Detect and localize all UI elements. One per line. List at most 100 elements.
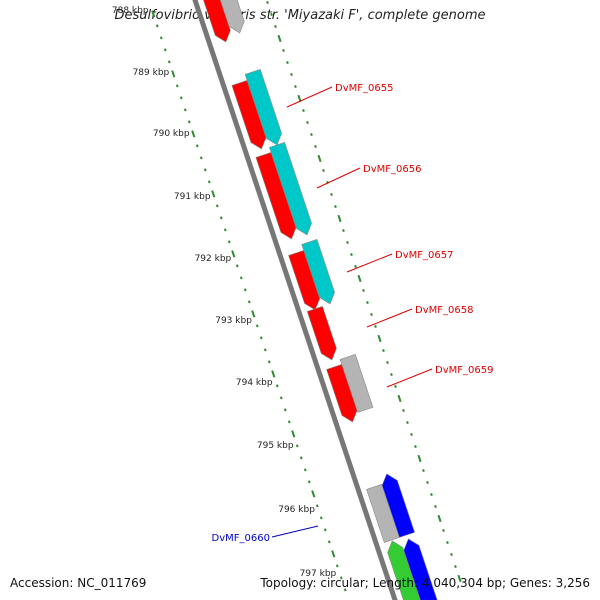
ruler-tick [211, 190, 216, 198]
gene-arrow [219, 0, 245, 34]
gene-arrow [403, 538, 438, 600]
ruler-tick [290, 72, 293, 76]
gene-arrow [244, 68, 282, 146]
ruler-tick [235, 264, 239, 268]
gene-arrow [381, 473, 415, 538]
ruler-tick [422, 468, 425, 472]
ruler-tick [167, 60, 171, 64]
gene-arrow [288, 250, 321, 311]
ruler-tick [454, 564, 457, 568]
ruler-tick [255, 324, 259, 328]
ruler-tick [386, 360, 389, 364]
ruler-tick [330, 192, 333, 196]
ruler-tick [183, 108, 187, 112]
ruler-tick [277, 34, 282, 43]
ruler-tick [195, 144, 199, 148]
ruler-tick [322, 168, 325, 172]
ruler-tick [374, 324, 377, 328]
ruler-tick [394, 384, 397, 388]
ruler-tick [239, 276, 243, 280]
gene-arrow [387, 540, 421, 600]
ruler-tick [223, 228, 227, 232]
ruler-tick [283, 408, 287, 412]
ruler-tick [430, 492, 433, 496]
ruler-tick [397, 394, 402, 403]
ruler-tick [350, 252, 353, 256]
ruler-tick [151, 10, 156, 18]
kbp-label: 792 kbp [195, 254, 232, 264]
ruler-tick [231, 250, 236, 258]
ruler-tick [357, 274, 362, 283]
ruler-tick [266, 0, 269, 4]
gene-arrow [339, 353, 374, 413]
gene-label-leader [366, 308, 413, 328]
ruler-tick [219, 216, 223, 220]
gene-label-leader [316, 167, 361, 189]
ruler-tick [437, 514, 442, 523]
ruler-tick [342, 228, 345, 232]
ruler-tick [275, 384, 279, 388]
ruler-tick [319, 516, 323, 520]
ruler-tick [335, 564, 339, 568]
ruler-tick [426, 480, 429, 484]
gene-label-leader [286, 86, 333, 108]
ruler-tick [179, 96, 183, 100]
ruler-tick [187, 120, 191, 124]
ruler-tick [302, 108, 305, 112]
ruler-tick [310, 132, 313, 136]
kbp-label: 791 kbp [174, 192, 211, 202]
genome-backbone [192, 0, 398, 600]
ruler-tick [323, 528, 327, 532]
gene-label-leader [346, 253, 393, 273]
kbp-label: 790 kbp [153, 129, 190, 139]
ruler-tick [155, 24, 159, 28]
gene-label[interactable]: DvMF_0659 [435, 365, 493, 376]
kbp-tick-labels: 788 kbp 789 kbp 790 kbp 791 kbp 792 kbp 793 k… [112, 6, 337, 579]
kbp-label: 794 kbp [236, 378, 273, 388]
gene-labels: DvMF_0655 DvMF_0656 DvMF_0657 DvMF_0658 DvMF… [212, 83, 494, 544]
ruler-tick [303, 468, 307, 472]
ruler-tick [159, 36, 163, 40]
gene-arrow [269, 141, 312, 236]
gene-arrow [301, 238, 335, 305]
ruler-tick [294, 84, 297, 88]
gene-label[interactable]: DvMF_0658 [415, 305, 473, 316]
gene-label-leader [271, 525, 319, 538]
kbp-label: 796 kbp [278, 505, 315, 515]
ruler-tick [191, 130, 196, 138]
gene-label[interactable]: DvMF_0660 [212, 533, 270, 544]
ruler-tick [334, 204, 337, 208]
ruler-tick [450, 552, 453, 556]
ruler-tick [457, 574, 462, 583]
ruler-tick [382, 348, 385, 352]
ruler-tick [291, 430, 296, 438]
position-rulers [151, 0, 462, 592]
gene-arrow [255, 152, 297, 240]
ruler-tick [434, 504, 437, 508]
kbp-label: 789 kbp [133, 68, 170, 78]
ruler-tick [199, 156, 203, 160]
gene-arrow [326, 364, 358, 423]
ruler-tick [243, 288, 247, 292]
ruler-tick [215, 204, 219, 208]
ruler-tick [171, 70, 176, 78]
ruler-tick [346, 240, 349, 244]
ruler-tick [417, 454, 422, 463]
ruler-tick [414, 444, 417, 448]
ruler-tick [287, 420, 291, 424]
gene-label[interactable]: DvMF_0656 [363, 164, 421, 175]
ruler-tick [362, 288, 365, 292]
ruler-tick [337, 214, 342, 223]
ruler-tick [331, 550, 336, 558]
ruler-tick [263, 348, 267, 352]
ruler-tick [203, 168, 207, 172]
ruler-tick [370, 312, 373, 316]
ruler-tick [315, 504, 319, 508]
ruler-tick [286, 60, 289, 64]
gene-arrow [306, 306, 337, 361]
gene-label[interactable]: DvMF_0657 [395, 250, 453, 261]
gene-label[interactable]: DvMF_0655 [335, 83, 393, 94]
ruler-tick [279, 396, 283, 400]
